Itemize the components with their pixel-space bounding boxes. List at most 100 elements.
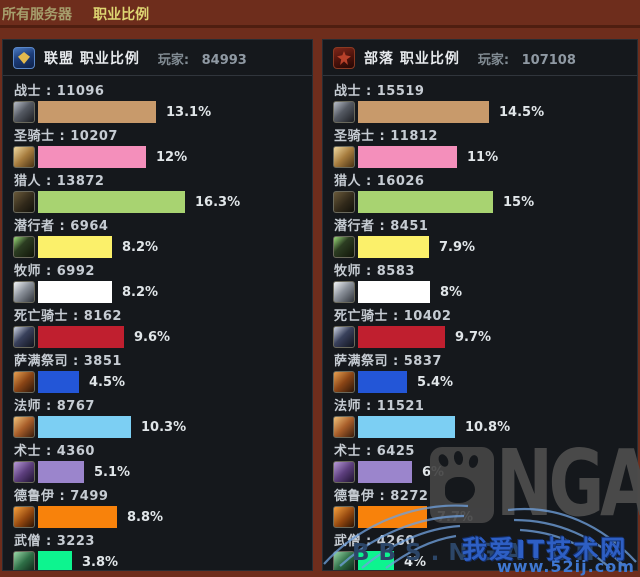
class-bar-line: 12% <box>13 146 312 168</box>
hunter-icon <box>333 191 355 213</box>
class-bar <box>38 326 124 348</box>
class-percent: 15% <box>503 194 535 210</box>
class-bar <box>38 416 131 438</box>
class-row: 德鲁伊 : 8272 7.7% <box>333 489 637 528</box>
warlock-icon <box>333 461 355 483</box>
class-label: 牧师 : 6992 <box>14 264 95 279</box>
panel-title: 联盟 职业比例 <box>44 51 140 67</box>
hunter-icon <box>13 191 35 213</box>
panel-title: 部落 职业比例 <box>364 51 460 67</box>
class-label: 猎人 : 16026 <box>334 174 425 189</box>
class-row: 武僧 : 4260 4% <box>333 534 637 570</box>
class-bar <box>358 236 429 258</box>
class-percent: 9.7% <box>455 329 492 345</box>
shaman-icon <box>333 371 355 393</box>
class-bar <box>38 236 112 258</box>
class-bar <box>358 146 457 168</box>
class-bar-line: 14.5% <box>333 101 637 123</box>
class-bar <box>38 146 146 168</box>
class-bar <box>38 461 84 483</box>
nav-all-servers[interactable]: 所有服务器 <box>2 7 72 23</box>
class-bar <box>358 281 430 303</box>
class-row: 潜行者 : 6964 8.2% <box>13 219 312 258</box>
priest-icon <box>333 281 355 303</box>
class-bar-line: 9.6% <box>13 326 312 348</box>
class-label: 战士 : 15519 <box>334 84 425 99</box>
class-row: 法师 : 11521 10.8% <box>333 399 637 438</box>
class-row: 猎人 : 16026 15% <box>333 174 637 213</box>
class-row: 牧师 : 8583 8% <box>333 264 637 303</box>
class-percent: 7.7% <box>437 509 474 525</box>
class-percent: 5.1% <box>94 464 131 480</box>
class-label: 萨满祭司 : 3851 <box>14 354 122 369</box>
mage-icon <box>13 416 35 438</box>
class-label: 战士 : 11096 <box>14 84 105 99</box>
warrior-icon <box>333 101 355 123</box>
class-label: 法师 : 8767 <box>14 399 95 414</box>
class-label: 死亡骑士 : 10402 <box>334 309 452 324</box>
class-rows: 战士 : 11096 13.1% 圣骑士 : 10207 12% 猎人 : 13… <box>3 76 312 570</box>
class-percent: 8.2% <box>122 284 159 300</box>
class-row: 武僧 : 3223 3.8% <box>13 534 312 570</box>
class-row: 德鲁伊 : 7499 8.8% <box>13 489 312 528</box>
class-row: 术士 : 6425 6% <box>333 444 637 483</box>
class-bar-line: 8% <box>333 281 637 303</box>
class-percent: 10.8% <box>465 419 511 435</box>
class-label: 法师 : 11521 <box>334 399 425 414</box>
paladin-icon <box>333 146 355 168</box>
class-row: 猎人 : 13872 16.3% <box>13 174 312 213</box>
class-bar-line: 3.8% <box>13 551 312 570</box>
class-row: 死亡骑士 : 8162 9.6% <box>13 309 312 348</box>
class-bar <box>358 101 489 123</box>
class-bar-line: 6% <box>333 461 637 483</box>
nav-class-ratio[interactable]: 职业比例 <box>93 7 150 23</box>
class-label: 潜行者 : 6964 <box>14 219 109 234</box>
class-label: 德鲁伊 : 8272 <box>334 489 429 504</box>
class-percent: 7.9% <box>439 239 476 255</box>
class-label: 武僧 : 3223 <box>14 534 95 549</box>
class-bar <box>38 281 112 303</box>
class-percent: 3.8% <box>82 554 119 570</box>
class-bar-line: 10.3% <box>13 416 312 438</box>
warrior-icon <box>13 101 35 123</box>
class-bar <box>38 371 79 393</box>
class-percent: 8.8% <box>127 509 164 525</box>
monk-icon <box>13 551 35 570</box>
class-label: 猎人 : 13872 <box>14 174 105 189</box>
class-bar-line: 9.7% <box>333 326 637 348</box>
class-percent: 16.3% <box>195 194 241 210</box>
class-bar <box>38 506 117 528</box>
class-bar-line: 8.2% <box>13 281 312 303</box>
horde-icon <box>333 47 355 69</box>
alliance-panel: 联盟 职业比例 玩家: 84993 战士 : 11096 13.1% 圣骑士 :… <box>2 39 313 571</box>
class-label: 武僧 : 4260 <box>334 534 415 549</box>
shaman-icon <box>13 371 35 393</box>
class-percent: 14.5% <box>499 104 545 120</box>
class-bar <box>358 371 407 393</box>
class-bar-line: 5.4% <box>333 371 637 393</box>
class-row: 潜行者 : 8451 7.9% <box>333 219 637 258</box>
druid-icon <box>13 506 35 528</box>
class-bar-line: 13.1% <box>13 101 312 123</box>
death-knight-icon <box>333 326 355 348</box>
class-percent: 13.1% <box>166 104 212 120</box>
class-percent: 10.3% <box>141 419 187 435</box>
class-row: 术士 : 4360 5.1% <box>13 444 312 483</box>
class-label: 牧师 : 8583 <box>334 264 415 279</box>
panel-header: 联盟 职业比例 玩家: 84993 <box>3 40 312 76</box>
class-row: 法师 : 8767 10.3% <box>13 399 312 438</box>
paladin-icon <box>13 146 35 168</box>
class-bar-line: 7.9% <box>333 236 637 258</box>
class-bar <box>38 191 185 213</box>
class-bar-line: 7.7% <box>333 506 637 528</box>
class-bar <box>38 551 72 570</box>
class-label: 圣骑士 : 10207 <box>14 129 118 144</box>
class-bar <box>358 506 427 528</box>
class-bar-line: 8.2% <box>13 236 312 258</box>
class-bar-line: 11% <box>333 146 637 168</box>
class-bar-line: 16.3% <box>13 191 312 213</box>
class-percent: 8.2% <box>122 239 159 255</box>
class-label: 潜行者 : 8451 <box>334 219 429 234</box>
class-percent: 4.5% <box>89 374 126 390</box>
